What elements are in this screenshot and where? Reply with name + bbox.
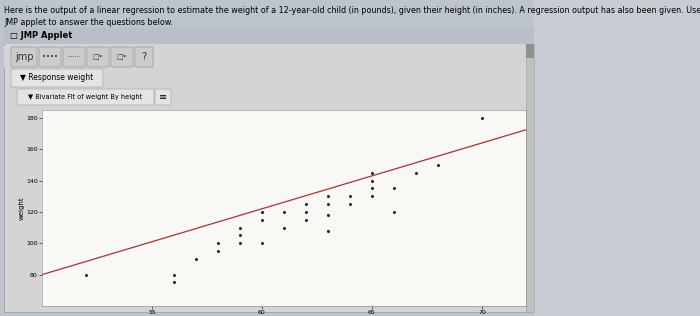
Bar (534, 0, 700, 316)
Text: ▼ Bivariate Fit of weight By height: ▼ Bivariate Fit of weight By height (28, 94, 142, 100)
Point (169, 272, 180, 277)
Text: □ JMP Applet: □ JMP Applet (10, 32, 72, 40)
Y-axis label: weight: weight (19, 196, 24, 220)
Point (256, 210, 267, 215)
FancyBboxPatch shape (11, 47, 37, 67)
FancyBboxPatch shape (11, 69, 103, 87)
Point (279, 210, 290, 215)
Point (410, 170, 421, 175)
Point (234, 233, 246, 238)
FancyBboxPatch shape (39, 47, 61, 67)
Point (80, 272, 92, 277)
Point (300, 202, 312, 207)
Point (300, 210, 312, 215)
Bar (4, 46, 526, 68)
Text: ••••: •••• (42, 54, 58, 60)
Bar (4, 28, 534, 312)
FancyBboxPatch shape (155, 89, 171, 105)
Text: □•: □• (117, 54, 127, 60)
Point (169, 280, 180, 285)
Text: JMP applet to answer the questions below.: JMP applet to answer the questions below… (4, 18, 173, 27)
Text: ≡: ≡ (159, 92, 167, 102)
Bar (4, 28, 534, 44)
Point (279, 225, 290, 230)
Text: jmp: jmp (15, 52, 34, 62)
Point (366, 186, 377, 191)
Point (433, 162, 444, 167)
FancyBboxPatch shape (135, 47, 153, 67)
Point (366, 170, 377, 175)
Bar (526, 44, 534, 312)
Point (300, 217, 312, 222)
Point (323, 213, 334, 218)
Text: Here is the output of a linear regression to estimate the weight of a 12-year-ol: Here is the output of a linear regressio… (4, 6, 700, 15)
Point (366, 194, 377, 199)
Text: ?: ? (141, 52, 146, 62)
FancyBboxPatch shape (111, 47, 133, 67)
Point (256, 217, 267, 222)
Text: □•: □• (92, 54, 104, 60)
Point (366, 178, 377, 183)
Point (344, 194, 356, 199)
Text: ⋯⋯: ⋯⋯ (67, 54, 81, 60)
Bar (526, 44, 534, 58)
Point (234, 241, 246, 246)
Point (389, 210, 400, 215)
Point (344, 202, 356, 207)
Point (256, 241, 267, 246)
Point (389, 186, 400, 191)
FancyBboxPatch shape (17, 89, 154, 105)
FancyBboxPatch shape (63, 47, 85, 67)
Point (212, 241, 223, 246)
Point (190, 256, 202, 261)
Point (212, 249, 223, 254)
FancyBboxPatch shape (87, 47, 109, 67)
Point (477, 115, 488, 120)
Point (234, 225, 246, 230)
Point (323, 194, 334, 199)
Point (323, 202, 334, 207)
Text: ▼ Response weight: ▼ Response weight (20, 74, 94, 82)
Point (323, 228, 334, 233)
